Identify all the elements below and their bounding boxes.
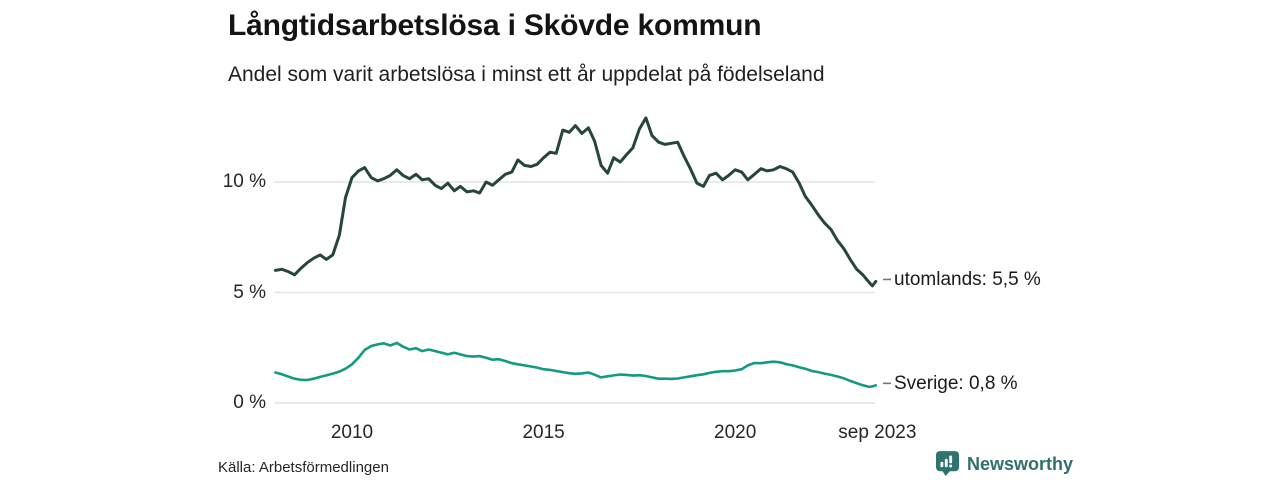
- source-note: Källa: Arbetsförmedlingen: [218, 459, 389, 476]
- series-end-label-sverige: Sverige: 0,8 %: [894, 373, 1018, 395]
- y-tick-label: 0 %: [233, 392, 266, 413]
- brand-name: Newsworthy: [967, 453, 1074, 474]
- series-line-utomlands: [273, 116, 878, 288]
- y-tick-label: 5 %: [233, 281, 266, 303]
- x-tick-label: sep 2023: [838, 422, 917, 443]
- newsworthy-bubble-chart-icon: [936, 451, 959, 476]
- x-tick-label: 2015: [522, 422, 565, 443]
- y-tick-label: 10 %: [222, 171, 266, 192]
- x-tick-label: 2010: [330, 422, 374, 443]
- series-line-sverige: [274, 341, 878, 389]
- chart-subtitle: Andel som varit arbetslösa i minst ett å…: [228, 63, 825, 86]
- chart-title: Långtidsarbetslösa i Skövde kommun: [228, 9, 762, 42]
- brand-logo: Newsworthy: [936, 451, 1073, 477]
- x-tick-label: 2020: [714, 422, 757, 443]
- series-end-label-utomlands: utomlands: 5,5 %: [894, 269, 1041, 291]
